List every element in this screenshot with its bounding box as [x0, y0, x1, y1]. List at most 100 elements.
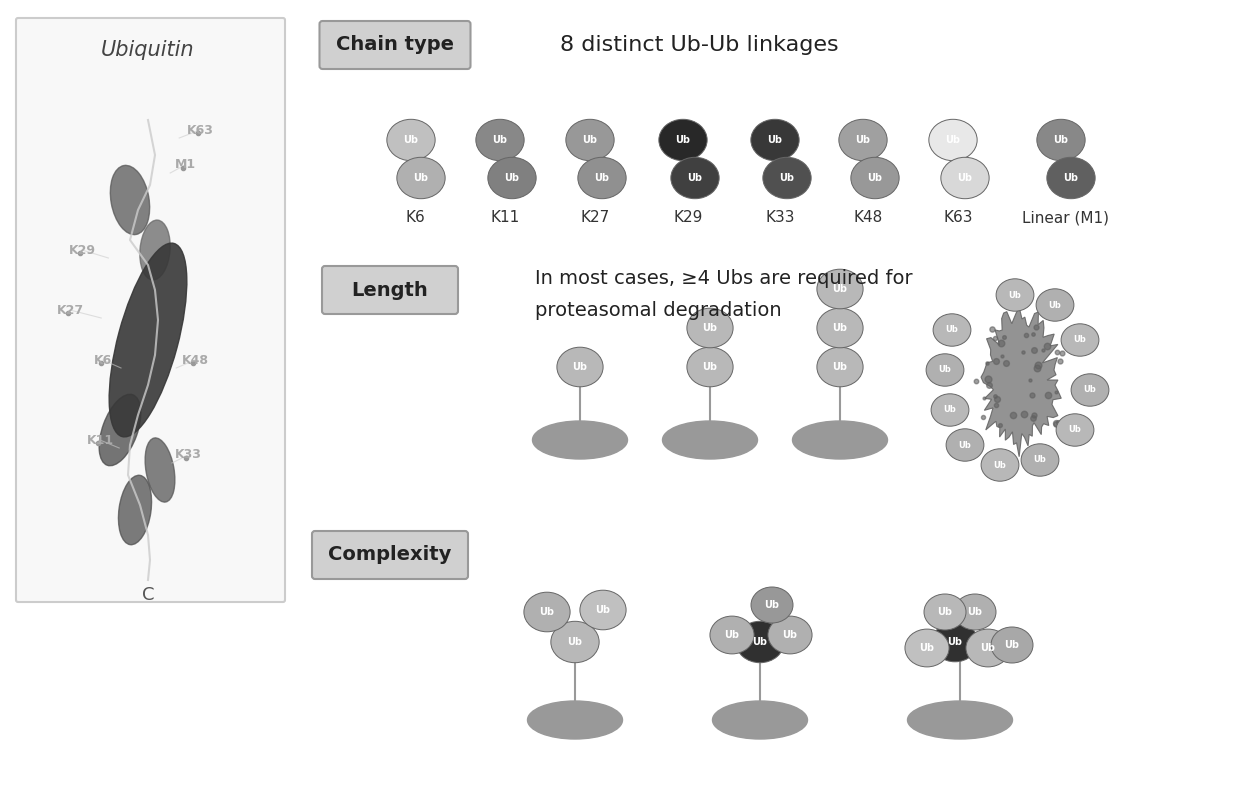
- Ellipse shape: [751, 119, 799, 161]
- Text: Ubiquitin: Ubiquitin: [102, 40, 195, 60]
- Text: Complexity: Complexity: [329, 546, 451, 565]
- Ellipse shape: [905, 629, 949, 667]
- Ellipse shape: [1021, 444, 1059, 476]
- Text: Ub: Ub: [1054, 135, 1069, 145]
- Ellipse shape: [476, 119, 525, 161]
- Text: K27: K27: [57, 303, 83, 316]
- Ellipse shape: [966, 629, 1011, 667]
- Text: K63: K63: [944, 211, 972, 225]
- Text: Ub: Ub: [703, 323, 718, 333]
- Text: Ub: Ub: [993, 461, 1007, 470]
- Text: K48: K48: [181, 353, 208, 366]
- Ellipse shape: [932, 314, 971, 346]
- Ellipse shape: [527, 701, 622, 739]
- Ellipse shape: [929, 119, 977, 161]
- Ellipse shape: [99, 395, 141, 466]
- Text: Ub: Ub: [768, 135, 782, 145]
- Text: Ub: Ub: [595, 605, 610, 615]
- Text: Ub: Ub: [945, 135, 961, 145]
- Ellipse shape: [1037, 119, 1085, 161]
- Ellipse shape: [711, 616, 754, 654]
- Text: Ub: Ub: [832, 284, 847, 294]
- FancyBboxPatch shape: [322, 266, 458, 314]
- Text: In most cases, ≥4 Ubs are required for: In most cases, ≥4 Ubs are required for: [534, 269, 913, 287]
- Ellipse shape: [1061, 324, 1099, 356]
- Ellipse shape: [658, 119, 707, 161]
- Text: K63: K63: [186, 123, 213, 136]
- Ellipse shape: [1071, 374, 1109, 406]
- Ellipse shape: [931, 394, 968, 426]
- Text: Ub: Ub: [413, 173, 429, 183]
- Ellipse shape: [981, 449, 1019, 481]
- FancyBboxPatch shape: [320, 21, 470, 69]
- Text: 8 distinct Ub-Ub linkages: 8 distinct Ub-Ub linkages: [560, 35, 838, 55]
- Polygon shape: [981, 307, 1061, 457]
- Text: Ub: Ub: [1004, 640, 1019, 650]
- Text: Ub: Ub: [403, 135, 419, 145]
- Ellipse shape: [792, 421, 888, 459]
- Text: Ub: Ub: [832, 362, 847, 372]
- Ellipse shape: [387, 119, 435, 161]
- Text: K11: K11: [490, 211, 520, 225]
- Text: K33: K33: [175, 449, 201, 462]
- Ellipse shape: [687, 308, 733, 348]
- Text: Linear (M1): Linear (M1): [1022, 211, 1109, 225]
- Text: C: C: [141, 586, 154, 604]
- Text: Ub: Ub: [944, 405, 956, 415]
- Ellipse shape: [1056, 414, 1094, 446]
- Text: Ub: Ub: [967, 607, 982, 617]
- Ellipse shape: [523, 592, 570, 632]
- Text: K6: K6: [405, 211, 425, 225]
- Text: Ub: Ub: [920, 643, 935, 653]
- Text: Ub: Ub: [981, 643, 996, 653]
- Ellipse shape: [908, 701, 1013, 739]
- Text: Ub: Ub: [1064, 173, 1079, 183]
- Text: Ub: Ub: [687, 173, 703, 183]
- Ellipse shape: [145, 438, 175, 502]
- Ellipse shape: [487, 157, 536, 199]
- Text: K29: K29: [673, 211, 703, 225]
- Ellipse shape: [110, 165, 150, 235]
- Text: K27: K27: [580, 211, 610, 225]
- Ellipse shape: [991, 627, 1033, 663]
- Ellipse shape: [687, 347, 733, 387]
- Ellipse shape: [551, 621, 599, 663]
- Text: proteasomal degradation: proteasomal degradation: [534, 300, 781, 320]
- Ellipse shape: [735, 621, 784, 663]
- Ellipse shape: [397, 157, 445, 199]
- Text: Ub: Ub: [492, 135, 507, 145]
- Text: Ub: Ub: [782, 630, 797, 640]
- Text: Ub: Ub: [539, 607, 554, 617]
- Text: K29: K29: [68, 244, 95, 257]
- Text: Ub: Ub: [856, 135, 870, 145]
- Text: Ub: Ub: [676, 135, 691, 145]
- Ellipse shape: [565, 119, 614, 161]
- Text: Ub: Ub: [765, 600, 780, 610]
- Text: Ub: Ub: [568, 637, 583, 647]
- Text: Ub: Ub: [724, 630, 739, 640]
- Text: Ub: Ub: [957, 173, 972, 183]
- FancyBboxPatch shape: [312, 531, 467, 579]
- Ellipse shape: [140, 220, 170, 280]
- Ellipse shape: [1047, 157, 1095, 199]
- Text: Ub: Ub: [780, 173, 795, 183]
- Text: Ub: Ub: [1069, 425, 1081, 434]
- Ellipse shape: [838, 119, 887, 161]
- Ellipse shape: [941, 157, 990, 199]
- Text: K33: K33: [765, 211, 795, 225]
- Ellipse shape: [768, 616, 812, 654]
- Text: Ub: Ub: [946, 325, 959, 334]
- Text: K11: K11: [87, 433, 114, 446]
- Text: Ub: Ub: [505, 173, 520, 183]
- Ellipse shape: [119, 475, 151, 545]
- Text: Chain type: Chain type: [336, 36, 454, 55]
- Ellipse shape: [557, 347, 603, 387]
- Text: Ub: Ub: [1034, 455, 1047, 465]
- Text: Ub: Ub: [939, 366, 951, 374]
- Ellipse shape: [662, 421, 758, 459]
- Text: Ub: Ub: [703, 362, 718, 372]
- Ellipse shape: [578, 157, 626, 199]
- FancyBboxPatch shape: [16, 18, 285, 602]
- Ellipse shape: [926, 353, 963, 387]
- Text: Ub: Ub: [1008, 291, 1022, 299]
